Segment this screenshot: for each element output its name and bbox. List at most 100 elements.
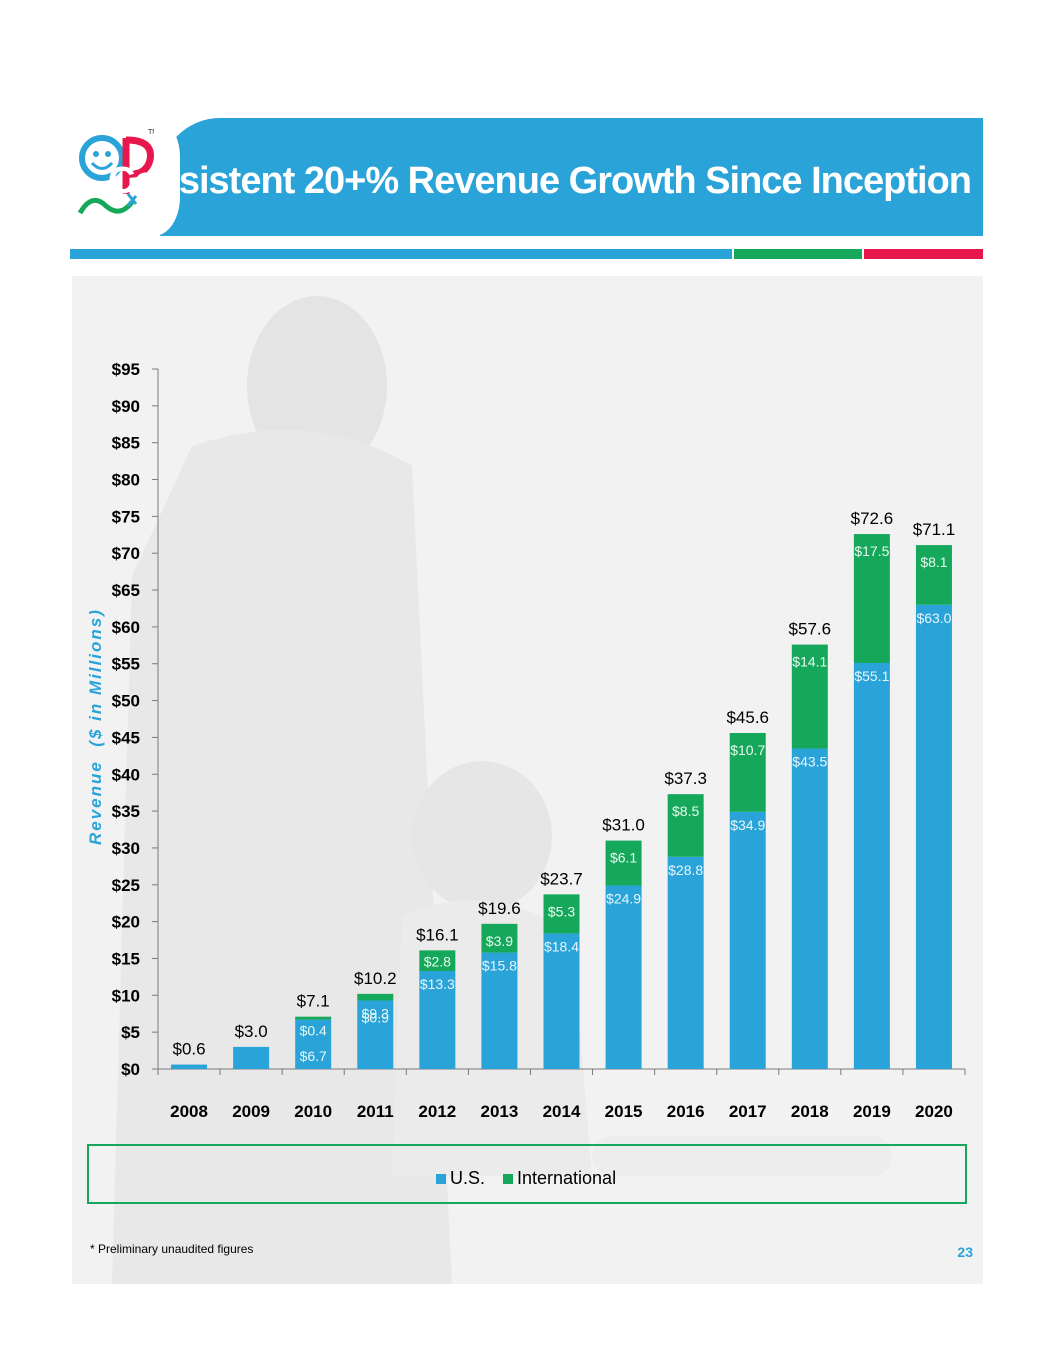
x-tick-label: 2011 <box>357 1102 394 1121</box>
data-label-international: $10.7 <box>730 742 765 758</box>
bar-us <box>667 856 704 1069</box>
data-label-us: $18.4 <box>544 938 579 954</box>
total-label: $23.7 <box>540 869 583 888</box>
bar-international <box>419 950 456 971</box>
total-label: $31.0 <box>602 816 645 835</box>
bar-international <box>481 923 518 953</box>
data-label-international: $14.1 <box>792 654 827 670</box>
axes: $0 $5 $10 $15 $20 $25 $30 $35 $40 $45 $50 $55 $60 $65… <box>112 360 966 1121</box>
legend-swatch-international <box>503 1173 513 1184</box>
bars <box>171 534 952 1069</box>
x-tick-label: 2017 <box>729 1102 767 1121</box>
bar-us <box>295 1019 332 1069</box>
chart-background-photo <box>72 276 983 1284</box>
bar-international <box>729 733 766 812</box>
y-tick-label: $5 <box>121 1023 140 1042</box>
x-tick-label: 2009 <box>232 1102 270 1121</box>
bar-international <box>295 1016 332 1020</box>
data-label-us: $24.9 <box>606 891 641 907</box>
bar-international <box>605 840 642 886</box>
data-label-international: $6.1 <box>610 850 637 866</box>
y-tick-label: $30 <box>112 839 140 858</box>
data-label-international: $5.3 <box>548 903 575 919</box>
bar-us <box>419 971 456 1069</box>
bar-us <box>481 952 518 1069</box>
data-label-us: $15.8 <box>482 958 517 974</box>
legend-label-us: U.S. <box>450 1168 486 1188</box>
data-label-us: $34.9 <box>730 817 765 833</box>
x-tick-label: 2019 <box>853 1102 891 1121</box>
bar-international <box>853 534 890 663</box>
y-tick-label: $65 <box>112 581 140 600</box>
footnote: * Preliminary unaudited figures <box>90 1242 254 1256</box>
legend-item-international: International <box>503 1168 616 1189</box>
y-tick-label: $75 <box>112 507 140 526</box>
data-label-us: $55.1 <box>854 668 889 684</box>
x-tick-label: 2013 <box>481 1102 519 1121</box>
bar-us <box>915 604 952 1069</box>
y-tick-label: $80 <box>112 471 140 490</box>
y-tick-label: $90 <box>112 397 140 416</box>
total-label: $7.1 <box>297 992 330 1011</box>
data-labels: $0.6 $3.0 $6.7 $0.4 $7.1 $9.3$0.9 $10.2 $13.3 $2… <box>172 509 955 1064</box>
x-tick-label: 2014 <box>543 1102 581 1121</box>
data-label-us: $28.8 <box>668 862 703 878</box>
bar-us <box>729 811 766 1069</box>
y-tick-label: $40 <box>112 765 140 784</box>
data-label-international: $0.4 <box>300 1023 327 1039</box>
data-label-us: $43.5 <box>792 753 827 769</box>
y-tick-label: $0 <box>121 1060 140 1079</box>
data-label-us: $63.0 <box>916 610 951 626</box>
y-tick-label: $60 <box>112 618 140 637</box>
data-label-us: $6.7 <box>300 1048 327 1064</box>
bar-us <box>605 885 642 1069</box>
legend-swatch-us <box>436 1173 446 1184</box>
bar-international <box>667 794 704 857</box>
data-label-international: $3.9 <box>486 933 513 949</box>
data-label-international: $2.8 <box>424 953 451 969</box>
bar-international <box>915 545 952 605</box>
y-tick-label: $45 <box>112 728 140 747</box>
x-tick-label: 2016 <box>667 1102 705 1121</box>
y-tick-label: $50 <box>112 692 140 711</box>
total-label: $3.0 <box>235 1022 268 1041</box>
total-label: $37.3 <box>664 769 707 788</box>
bar-us <box>543 933 580 1069</box>
y-tick-label: $85 <box>112 434 140 453</box>
y-tick-label: $10 <box>112 986 140 1005</box>
y-axis-title: Revenue ($ in Millions) <box>86 608 105 845</box>
company-logo: TM <box>70 118 166 236</box>
data-label-international: $8.5 <box>672 803 699 819</box>
bar-us <box>233 1046 270 1069</box>
divider-green <box>734 249 862 259</box>
bar-us <box>853 663 890 1069</box>
divider-blue <box>70 249 732 259</box>
page-title: Consistent 20+% Revenue Growth Since Inc… <box>107 160 972 202</box>
total-label: $45.6 <box>726 708 769 727</box>
data-label-international: $0.9 <box>362 1009 389 1025</box>
legend: U.S. International <box>87 1144 967 1204</box>
y-tick-label: $35 <box>112 802 140 821</box>
divider-red <box>864 249 983 259</box>
x-tick-label: 2012 <box>418 1102 456 1121</box>
data-label-us: $13.3 <box>420 976 455 992</box>
data-label-international: $8.1 <box>920 554 947 570</box>
total-label: $19.6 <box>478 899 521 918</box>
x-tick-label: 2015 <box>605 1102 643 1121</box>
legend-item-us: U.S. <box>436 1168 485 1189</box>
bar-international <box>791 644 828 749</box>
total-label: $16.1 <box>416 925 459 944</box>
y-tick-label: $20 <box>112 913 140 932</box>
bar-us <box>171 1064 208 1069</box>
smiley-p-logo-icon: TM <box>77 129 158 215</box>
y-tick-label: $15 <box>112 949 140 968</box>
y-tick-label: $70 <box>112 544 140 563</box>
y-tick-label: $25 <box>112 876 140 895</box>
svg-text:TM: TM <box>148 129 158 136</box>
total-label: $57.6 <box>789 620 832 639</box>
bar-international <box>357 993 394 1001</box>
x-tick-label: 2018 <box>791 1102 829 1121</box>
header-band: Consistent 20+% Revenue Growth Since Inc… <box>108 118 983 236</box>
legend-label-international: International <box>517 1168 617 1188</box>
